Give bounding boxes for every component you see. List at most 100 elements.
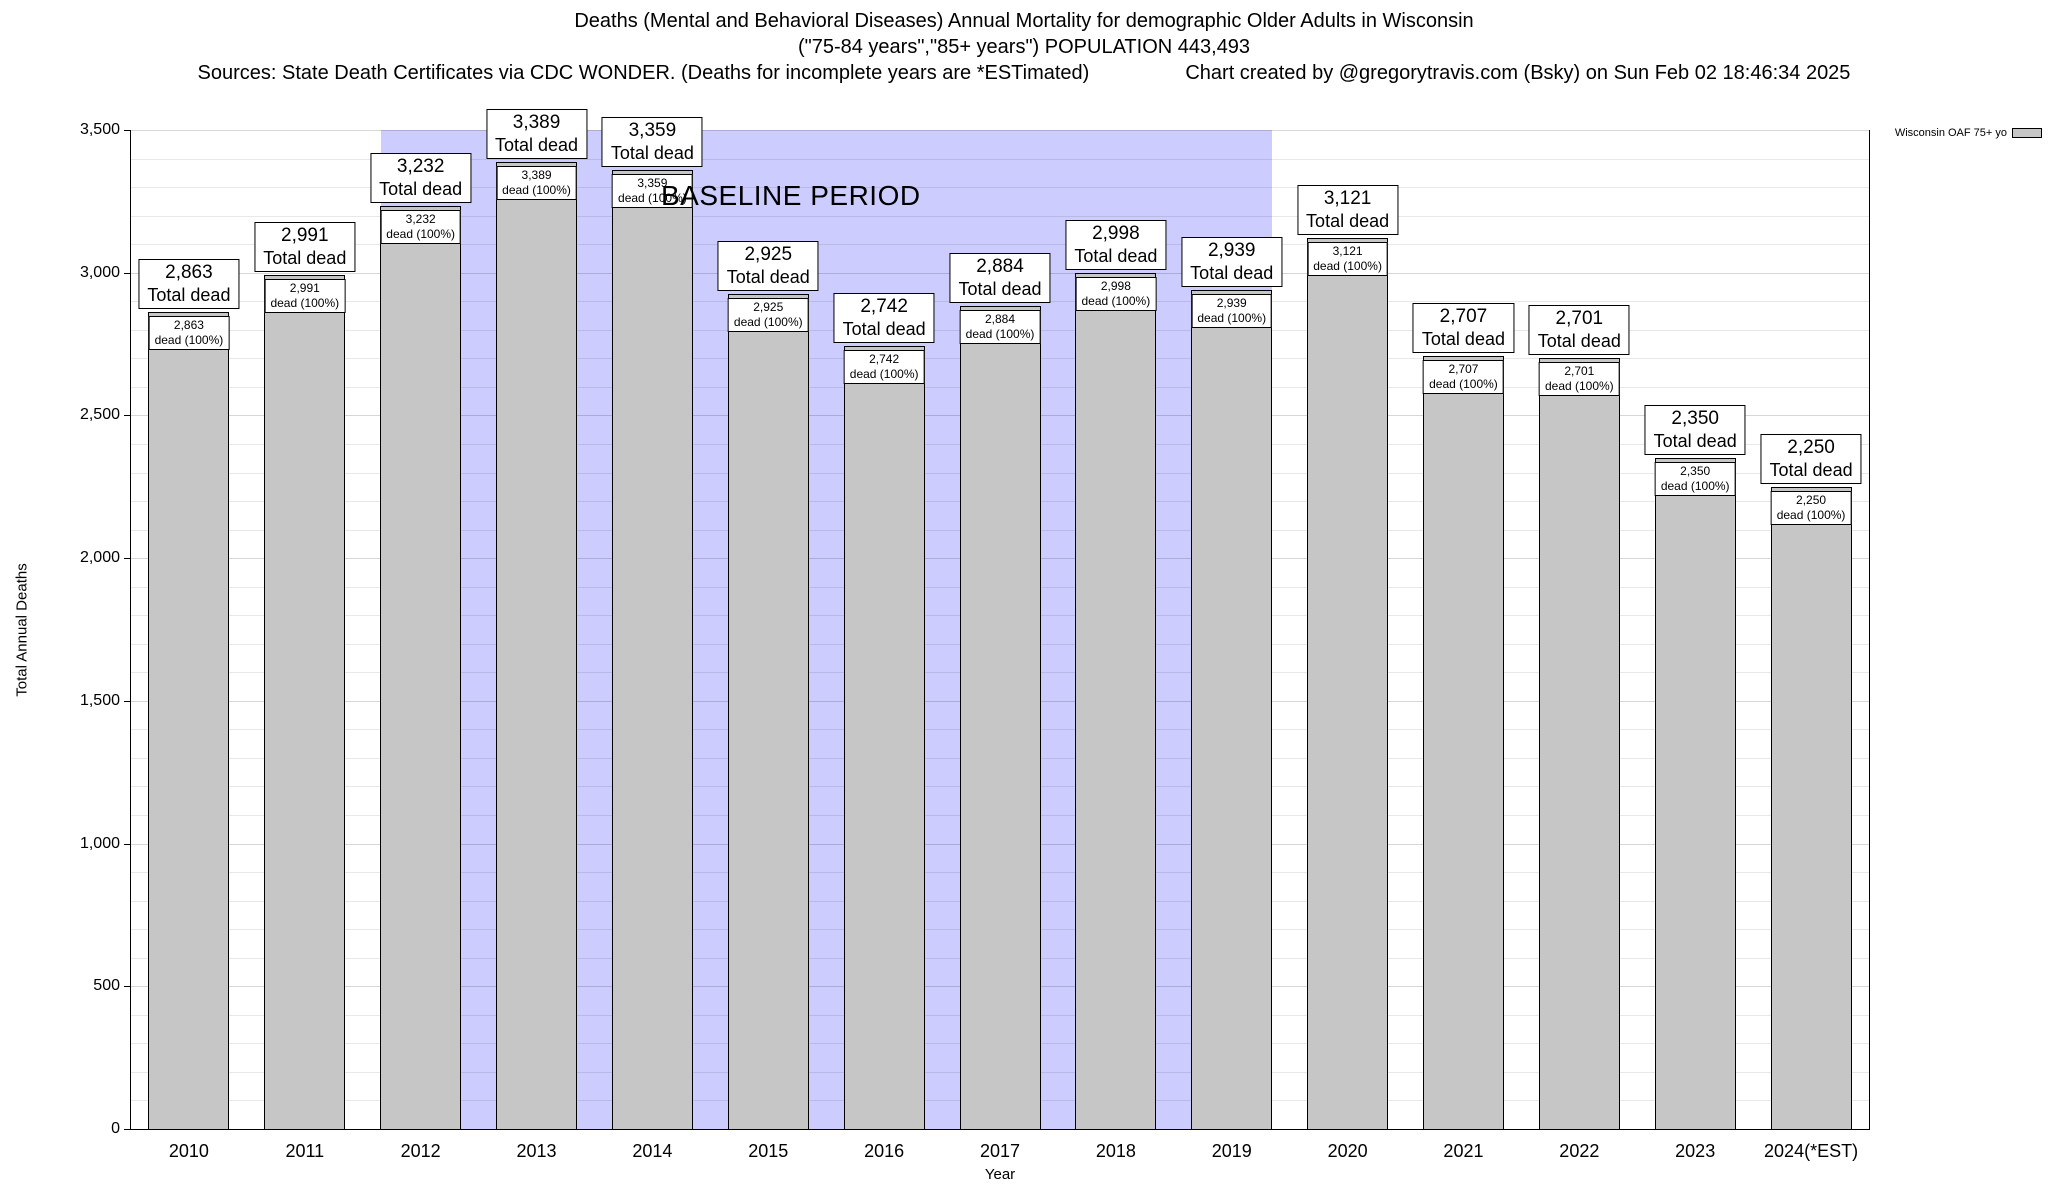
- bar-total-text: Total dead: [1653, 430, 1737, 451]
- chart-header: Deaths (Mental and Behavioral Diseases) …: [0, 8, 2048, 86]
- bar: [1423, 356, 1504, 1129]
- bar-inner-label: 3,389 dead (100%): [496, 166, 577, 200]
- bar-inner-label: 2,939 dead (100%): [1191, 294, 1273, 328]
- bar-total-label: 3,389 Total dead: [485, 109, 588, 159]
- chart-title: Deaths (Mental and Behavioral Diseases) …: [574, 10, 1474, 32]
- bar-inner-label: 2,991 dead (100%): [264, 279, 346, 313]
- bar-total-text: Total dead: [1306, 210, 1390, 231]
- bar-total-value: 2,350: [1671, 408, 1719, 430]
- bar-total-text: Total dead: [494, 134, 579, 155]
- x-tick-label: 2023: [1675, 1141, 1716, 1161]
- bar-total-label: 2,939 Total dead: [1181, 237, 1283, 287]
- bar-inner-label: 2,742 dead (100%): [843, 350, 925, 384]
- bar-inner-text: dead (100%): [1081, 294, 1151, 308]
- y-tick-label: 3,000: [79, 263, 120, 281]
- bar-inner-label: 3,121 dead (100%): [1307, 242, 1388, 276]
- bar-inner-label: 2,863 dead (100%): [148, 316, 230, 350]
- bar-inner-value: 2,350: [1680, 464, 1711, 478]
- bar-inner-value: 2,742: [869, 352, 900, 366]
- bar-inner-label: 2,350 dead (100%): [1654, 462, 1736, 496]
- bar-total-value: 2,925: [744, 244, 793, 266]
- y-tick-mark: [124, 986, 131, 988]
- x-tick-label: 2011: [285, 1141, 325, 1161]
- bar-total-value: 3,359: [628, 120, 677, 142]
- gridline: [131, 187, 1869, 189]
- bar-total-label: 2,701 Total dead: [1528, 305, 1630, 355]
- legend-swatch: [2012, 128, 2042, 138]
- bar: [496, 162, 577, 1129]
- chart-sources: Sources: State Death Certificates via CD…: [197, 62, 1090, 84]
- bar-inner-text: dead (100%): [1197, 311, 1267, 325]
- bar-total-text: Total dead: [147, 284, 231, 305]
- bar-inner-label: 2,998 dead (100%): [1075, 277, 1157, 311]
- bar-total-label: 3,232 Total dead: [370, 153, 472, 203]
- bar-total-value: 2,707: [1439, 306, 1488, 328]
- x-tick-label: 2020: [1327, 1141, 1368, 1161]
- bar-total-value: 3,389: [512, 112, 561, 134]
- bar-inner-value: 2,998: [1100, 279, 1131, 293]
- x-tick-label: 2021: [1443, 1141, 1484, 1161]
- bar-total-label: 2,742 Total dead: [833, 293, 935, 343]
- bar-inner-label: 2,701 dead (100%): [1538, 362, 1620, 396]
- bar-inner-value: 2,991: [289, 281, 320, 295]
- bar-inner-text: dead (100%): [1313, 259, 1382, 273]
- x-tick-label: 2012: [400, 1141, 441, 1161]
- x-tick-label: 2014: [632, 1141, 673, 1161]
- baseline-period-label: BASELINE PERIOD: [661, 180, 921, 211]
- y-tick-mark: [124, 1129, 131, 1130]
- bar-total-text: Total dead: [726, 266, 810, 287]
- bar-inner-label: 3,232 dead (100%): [380, 210, 462, 244]
- bar-inner-text: dead (100%): [618, 191, 687, 205]
- y-tick-label: 2,500: [79, 406, 120, 424]
- bar: [1307, 238, 1388, 1129]
- bar-inner-text: dead (100%): [1660, 479, 1730, 493]
- bar-total-text: Total dead: [1769, 459, 1853, 480]
- bar-inner-text: dead (100%): [1429, 377, 1498, 391]
- bar: [612, 170, 693, 1129]
- y-tick-mark: [124, 558, 131, 560]
- legend: Wisconsin OAF 75+ yo: [1895, 127, 2042, 139]
- bar-total-label: 3,359 Total dead: [601, 117, 703, 167]
- bar-total-text: Total dead: [610, 142, 694, 163]
- y-tick-label: 0: [111, 1120, 120, 1137]
- y-tick-mark: [124, 843, 131, 845]
- bar-total-value: 2,863: [165, 262, 213, 284]
- bar-inner-value: 2,863: [173, 318, 204, 332]
- y-tick-mark: [124, 272, 131, 274]
- bar-total-label: 2,707 Total dead: [1412, 303, 1514, 353]
- gridline: [131, 130, 1869, 131]
- bar-total-label: 2,250 Total dead: [1760, 434, 1862, 484]
- bar: [380, 206, 461, 1129]
- x-tick-label: 2016: [864, 1141, 905, 1161]
- y-tick-label: 2,000: [79, 549, 120, 567]
- bar-inner-label: 2,884 dead (100%): [959, 310, 1041, 344]
- legend-label: Wisconsin OAF 75+ yo: [1894, 127, 2007, 139]
- x-tick-label: 2010: [168, 1141, 209, 1161]
- y-tick-mark: [124, 700, 131, 702]
- bar-total-value: 2,884: [976, 256, 1024, 278]
- bar-total-text: Total dead: [1537, 330, 1621, 351]
- bar-total-value: 2,998: [1092, 223, 1140, 245]
- bar-total-value: 3,121: [1323, 188, 1372, 210]
- bar-total-text: Total dead: [1190, 262, 1274, 283]
- bar-total-label: 2,998 Total dead: [1065, 220, 1167, 270]
- gridline: [131, 244, 1869, 246]
- bar-total-value: 3,232: [396, 156, 445, 178]
- chart-subtitle: ("75-84 years","85+ years") POPULATION 4…: [797, 36, 1251, 58]
- bar-total-text: Total dead: [1421, 328, 1505, 349]
- bar-inner-text: dead (100%): [965, 327, 1035, 341]
- bar-total-value: 2,742: [860, 296, 908, 318]
- bar: [1075, 273, 1156, 1129]
- bar-total-label: 2,350 Total dead: [1644, 405, 1746, 455]
- bar-inner-value: 3,232: [405, 212, 436, 226]
- bar: [148, 312, 229, 1129]
- y-axis-title: Total Annual Deaths: [13, 563, 31, 697]
- bar: [1191, 290, 1272, 1129]
- bar-total-text: Total dead: [379, 178, 463, 199]
- x-tick-label: 2018: [1095, 1141, 1136, 1161]
- bar-total-text: Total dead: [1074, 245, 1158, 266]
- bar-inner-value: 2,884: [984, 312, 1016, 326]
- bar-total-label: 2,991 Total dead: [254, 222, 356, 272]
- bar-inner-label: 2,250 dead (100%): [1770, 491, 1852, 525]
